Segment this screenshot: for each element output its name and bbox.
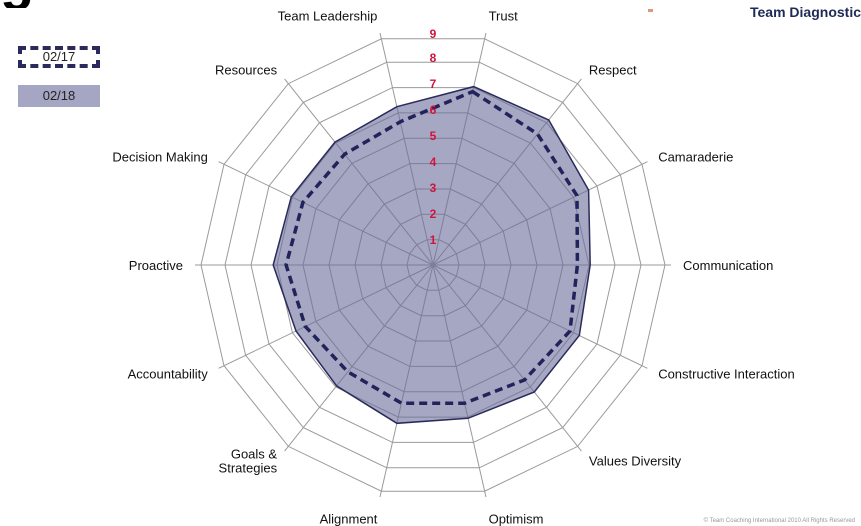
ring-label-1: 1 bbox=[430, 233, 437, 247]
axis-labels: Trust Respect Camaraderie Communication Cons… bbox=[112, 8, 794, 526]
ring-label-4: 4 bbox=[430, 155, 437, 169]
axis-label-values-diversity: Values Diversity bbox=[589, 454, 682, 469]
brand-logo-mark bbox=[648, 9, 653, 12]
page-title-fragment: g bbox=[0, 0, 120, 8]
axis-label-resources: Resources bbox=[215, 63, 278, 78]
legend-item-02-18: 02/18 bbox=[18, 85, 100, 107]
legend-label: 02/17 bbox=[42, 49, 76, 64]
axis-label-camaraderie: Camaraderie bbox=[658, 150, 733, 165]
ring-label-5: 5 bbox=[430, 129, 437, 143]
axis-label-respect: Respect bbox=[589, 63, 637, 78]
brand-title: Team Diagnostic bbox=[750, 4, 861, 20]
radar-series bbox=[272, 85, 591, 425]
axis-label-proactive: Proactive bbox=[129, 258, 183, 273]
ring-label-9: 9 bbox=[430, 27, 437, 41]
ring-label-8: 8 bbox=[430, 51, 437, 65]
axis-label-decision-making: Decision Making bbox=[112, 150, 207, 165]
axis-label-team-leadership: Team Leadership bbox=[278, 8, 378, 23]
ring-label-3: 3 bbox=[430, 181, 437, 195]
axis-label-trust: Trust bbox=[489, 8, 519, 23]
axis-label-constructive-interaction: Constructive Interaction bbox=[658, 367, 795, 382]
axis-label-goals-and-strategies: Goals & Strategies bbox=[219, 447, 278, 476]
legend-item-02-17: 02/17 bbox=[18, 46, 100, 68]
ring-label-2: 2 bbox=[430, 207, 437, 221]
axis-label-communication: Communication bbox=[683, 258, 773, 273]
legend-label: 02/18 bbox=[42, 88, 76, 103]
axis-label-alignment: Alignment bbox=[320, 512, 378, 526]
ring-label-7: 7 bbox=[430, 77, 437, 91]
axis-label-accountability: Accountability bbox=[128, 367, 209, 382]
series-area-02-18 bbox=[272, 85, 591, 425]
copyright-text: © Team Coaching International 2010 All R… bbox=[703, 518, 855, 524]
ring-label-6: 6 bbox=[430, 103, 437, 117]
series-line-02-17 bbox=[284, 89, 580, 405]
ring-labels: 1 2 3 4 5 6 7 8 9 bbox=[430, 27, 437, 247]
axis-label-optimism: Optimism bbox=[489, 512, 544, 526]
